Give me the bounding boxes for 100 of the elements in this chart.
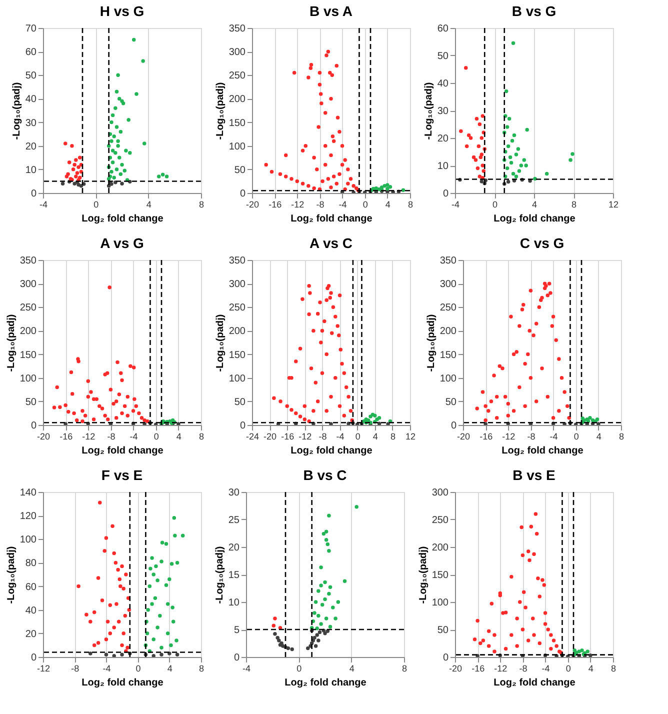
- x-tick-label: -20: [264, 432, 277, 442]
- chart-title: B vs A: [309, 3, 353, 19]
- x-tick-label: -4: [336, 432, 344, 442]
- y-tick-label: 0: [442, 188, 449, 200]
- chart-title: A vs C: [309, 235, 353, 251]
- y-tick-label: 100: [20, 373, 37, 384]
- y-tick-label: 150: [432, 570, 449, 581]
- x-tick-label: -4: [451, 200, 460, 210]
- y-tick-label: 50: [25, 396, 37, 408]
- x-tick-label: -8: [318, 432, 327, 442]
- x-tick-label: 8: [571, 200, 577, 210]
- x-axis-title: Log₂ fold change: [82, 214, 164, 224]
- y-tick-label: 200: [432, 542, 449, 554]
- y-tick-label: 350: [228, 24, 246, 34]
- y-tick-label: 0: [30, 188, 37, 200]
- y-tick-label: 30: [25, 118, 37, 129]
- x-tick-label: -4: [39, 200, 48, 210]
- x-tick-label: -12: [36, 664, 50, 674]
- y-axis-title: -Log₁₀(padj): [214, 546, 226, 604]
- x-tick-label: 8: [198, 200, 204, 210]
- y-axis-title: -Log₁₀(padj): [6, 314, 17, 372]
- x-tick-label: -12: [298, 432, 312, 442]
- x-tick-label: 8: [198, 432, 204, 442]
- x-tick-label: 0: [296, 664, 302, 674]
- x-tick-label: 4: [385, 200, 390, 210]
- x-tick-label: -16: [281, 432, 294, 442]
- x-tick-label: -16: [472, 664, 485, 674]
- y-tick-label: 140: [20, 488, 37, 498]
- y-tick-label: 200: [228, 326, 246, 338]
- x-tick-label: 0: [136, 664, 141, 674]
- y-tick-label: 150: [20, 350, 37, 361]
- y-tick-label: 100: [228, 141, 246, 152]
- y-tick-label: 100: [432, 598, 449, 608]
- x-axis-title: Log₂ fold change: [82, 678, 164, 688]
- y-tick-label: 20: [437, 134, 449, 144]
- x-tick-label: 0: [574, 432, 579, 442]
- y-tick-label: 350: [440, 256, 457, 266]
- y-tick-label: 0: [442, 652, 449, 664]
- x-tick-label: 8: [390, 432, 396, 442]
- y-tick-label: 50: [445, 396, 457, 408]
- x-tick-label: 4: [588, 664, 594, 674]
- y-tick-label: 300: [228, 47, 246, 58]
- y-tick-label: 250: [432, 515, 449, 526]
- chart-title: C vs G: [520, 235, 564, 251]
- chart-title: B vs G: [512, 3, 556, 19]
- x-tick-label: -4: [542, 664, 550, 674]
- y-tick-label: 300: [440, 279, 457, 290]
- x-tick-label: -12: [291, 200, 304, 210]
- x-tick-label: 8: [402, 664, 408, 674]
- x-tick-label: -16: [480, 432, 493, 442]
- x-tick-label: -20: [456, 432, 470, 442]
- y-tick-label: 200: [440, 326, 457, 338]
- y-tick-label: 300: [432, 488, 449, 498]
- y-axis-title: -Log₁₀(padj): [6, 546, 17, 604]
- x-axis-title: Log₂ fold change: [290, 214, 373, 224]
- x-tick-label: 4: [372, 432, 378, 442]
- y-axis-title: -Log₁₀(padj): [11, 82, 22, 140]
- x-axis-title: Log₂ fold change: [82, 446, 164, 456]
- x-tick-label: -8: [71, 664, 80, 674]
- y-axis-title: -Log₁₀(padj): [214, 82, 226, 140]
- y-tick-label: 40: [25, 94, 37, 106]
- y-tick-label: 200: [20, 326, 37, 338]
- x-tick-label: 0: [492, 200, 498, 210]
- x-tick-label: 4: [349, 664, 354, 674]
- y-tick-label: 100: [20, 534, 37, 546]
- y-tick-label: 0: [240, 188, 246, 200]
- y-tick-label: 150: [228, 350, 246, 361]
- y-tick-label: 10: [25, 164, 37, 176]
- y-tick-label: 350: [20, 256, 37, 266]
- x-tick-label: -4: [102, 664, 111, 674]
- y-tick-label: 60: [437, 24, 449, 34]
- y-tick-label: 300: [20, 279, 37, 290]
- y-tick-label: 20: [228, 542, 240, 554]
- x-tick-label: -4: [130, 432, 138, 442]
- x-tick-label: -20: [448, 664, 462, 674]
- x-tick-label: -4: [338, 200, 347, 210]
- chart-title: F vs E: [101, 467, 143, 483]
- x-axis-title: Log₂ fold change: [502, 446, 584, 456]
- y-tick-label: 300: [228, 279, 246, 290]
- x-tick-label: -24: [246, 432, 260, 442]
- x-tick-label: 4: [167, 664, 172, 674]
- x-tick-label: 0: [566, 664, 571, 674]
- chart-title: B vs C: [303, 467, 347, 483]
- y-tick-label: 60: [25, 47, 37, 58]
- x-axis-title: Log₂ fold change: [494, 214, 576, 224]
- y-tick-label: 40: [25, 605, 37, 616]
- y-tick-label: 250: [20, 302, 37, 314]
- y-tick-label: 0: [240, 420, 246, 432]
- x-tick-label: 4: [146, 200, 152, 210]
- y-tick-label: 0: [30, 420, 37, 432]
- y-tick-label: 5: [234, 625, 240, 636]
- y-tick-label: 250: [228, 302, 246, 314]
- y-axis-title: -Log₁₀(padj): [426, 314, 437, 372]
- x-tick-label: 0: [94, 200, 99, 210]
- x-axis-title: Log₂ fold change: [290, 446, 373, 456]
- x-tick-label: -16: [268, 200, 282, 210]
- x-tick-label: -16: [60, 432, 73, 442]
- y-tick-label: 100: [228, 373, 246, 384]
- y-tick-label: 50: [234, 164, 246, 176]
- y-tick-label: 30: [437, 106, 449, 117]
